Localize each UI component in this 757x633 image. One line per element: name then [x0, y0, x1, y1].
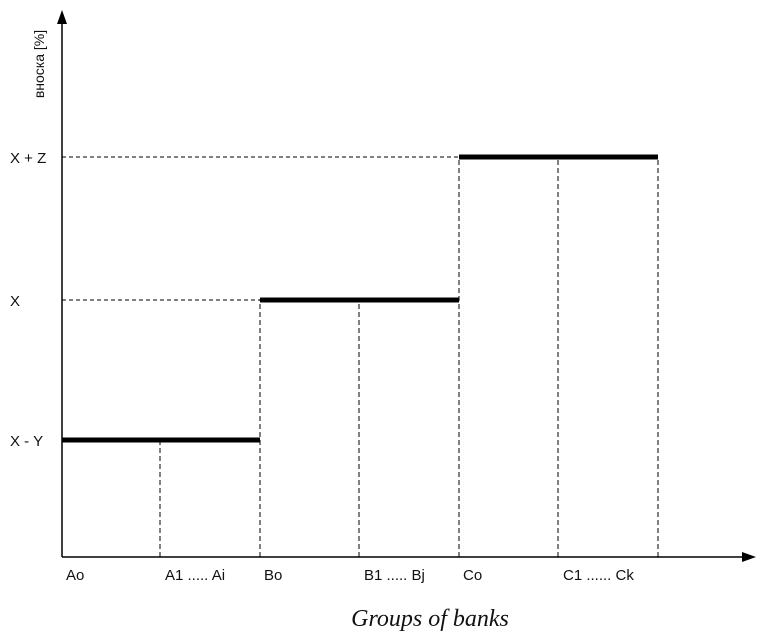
group-end-label: B1 ..... Bj [364, 567, 425, 584]
x-axis-title: Groups of banks [351, 606, 509, 632]
axes [57, 10, 756, 562]
group-start-label: Ao [66, 567, 84, 584]
group-start-label: Co [463, 567, 482, 584]
y-tick-labels: X - Y X X + Z [10, 150, 46, 450]
group-end-label: A1 ..... Ai [165, 567, 225, 584]
y-axis-title: вноска [%] [31, 30, 47, 98]
y-tick-label: X [10, 293, 20, 310]
y-tick-label: X + Z [10, 150, 46, 167]
group-start-label: Bo [264, 567, 282, 584]
y-axis-arrow [57, 10, 67, 24]
x-category-labels: Ao A1 ..... Ai Bo B1 ..... Bj Co C1 ...... Ck [66, 567, 634, 584]
group-end-label: C1 ...... Ck [563, 567, 634, 584]
x-axis-arrow [742, 552, 756, 562]
step-levels [62, 154, 658, 443]
guide-lines [62, 156, 659, 557]
y-tick-label: X - Y [10, 433, 43, 450]
